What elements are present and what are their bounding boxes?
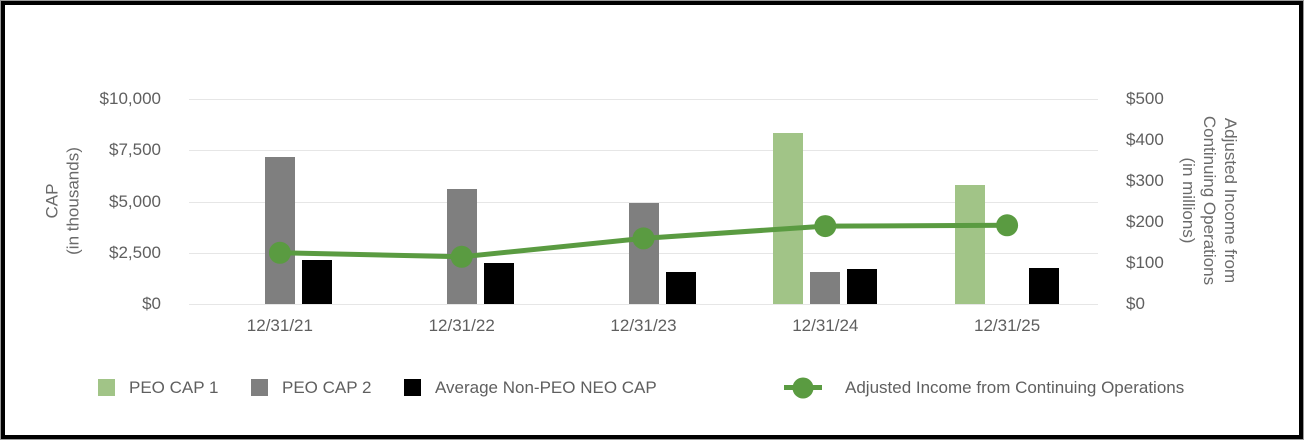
left-axis-title-line: CAP — [42, 183, 62, 219]
bar-peo-cap-2 — [628, 202, 659, 304]
legend-label: Average Non-PEO NEO CAP — [435, 377, 657, 397]
right-axis-title-line: Adjusted Income from — [1221, 117, 1240, 284]
bar-average-non-peo-neo-cap — [847, 268, 878, 304]
legend-item-adjusted-income-from-continuing-operations: Adjusted Income from Continuing Operatio… — [784, 377, 1184, 398]
bar-average-non-peo-neo-cap — [1029, 268, 1060, 304]
income-line-layer — [268, 214, 1019, 268]
line-point — [814, 215, 837, 238]
line-point — [450, 245, 473, 268]
gridline — [189, 304, 1098, 305]
bar-average-non-peo-neo-cap — [483, 263, 514, 304]
bar-peo-cap-1 — [955, 185, 986, 304]
left-axis-tick-label: $10,000 — [99, 89, 161, 108]
x-axis-label: 12/31/22 — [428, 316, 495, 335]
line-point — [996, 214, 1019, 237]
left-axis-tick-label: $7,500 — [109, 140, 161, 160]
bar-average-non-peo-neo-cap — [665, 272, 696, 304]
legend-swatch-line-dot — [784, 377, 822, 398]
bar-peo-cap-2 — [264, 157, 295, 304]
left-axis-tick-label: $5,000 — [109, 191, 161, 211]
bar-peo-cap-2 — [810, 272, 841, 304]
right-axis-tick-label: $400 — [1126, 130, 1164, 149]
legend-label: Adjusted Income from Continuing Operatio… — [845, 377, 1185, 397]
plot-area — [189, 99, 1098, 305]
x-axis-label: 12/31/23 — [610, 316, 677, 335]
gridline — [189, 150, 1098, 152]
line-point — [632, 227, 655, 250]
legend-swatch-square — [404, 379, 421, 396]
right-axis-tick-label: $0 — [1126, 294, 1145, 313]
bar-peo-cap-1 — [773, 132, 804, 304]
right-axis-title-line: Continuing Operations — [1200, 115, 1219, 286]
legend-label: PEO CAP 1 — [129, 377, 219, 397]
right-axis-title: Adjusted Income from Continuing Operatio… — [1178, 98, 1241, 303]
right-axis-tick-label: $300 — [1126, 171, 1164, 190]
gridline — [189, 201, 1098, 203]
x-axis-label: 12/31/21 — [246, 316, 313, 335]
gridline — [189, 99, 1098, 100]
right-axis-title-line: (in millions) — [1179, 157, 1198, 244]
legend-dot-icon — [792, 377, 814, 398]
left-axis-tick-label: $0 — [142, 294, 161, 313]
legend-item-average-non-peo-neo-cap: Average Non-PEO NEO CAP — [404, 377, 657, 398]
right-axis-tick-label: $100 — [1126, 253, 1164, 272]
left-axis-tick-label: $2,500 — [109, 242, 161, 262]
x-axis-label: 12/31/25 — [974, 316, 1041, 335]
legend-item-peo-cap-2: PEO CAP 2 — [251, 377, 371, 398]
legend-item-peo-cap-1: PEO CAP 1 — [98, 377, 218, 398]
right-axis-tick-label: $200 — [1126, 212, 1164, 231]
legend-swatch-square — [251, 379, 268, 396]
line-point — [268, 241, 291, 264]
legend-label: PEO CAP 2 — [282, 377, 372, 397]
right-axis-tick-label: $500 — [1126, 89, 1164, 108]
x-axis-label: 12/31/24 — [792, 316, 859, 335]
legend-swatch-square — [98, 379, 115, 396]
bar-average-non-peo-neo-cap — [301, 259, 332, 304]
